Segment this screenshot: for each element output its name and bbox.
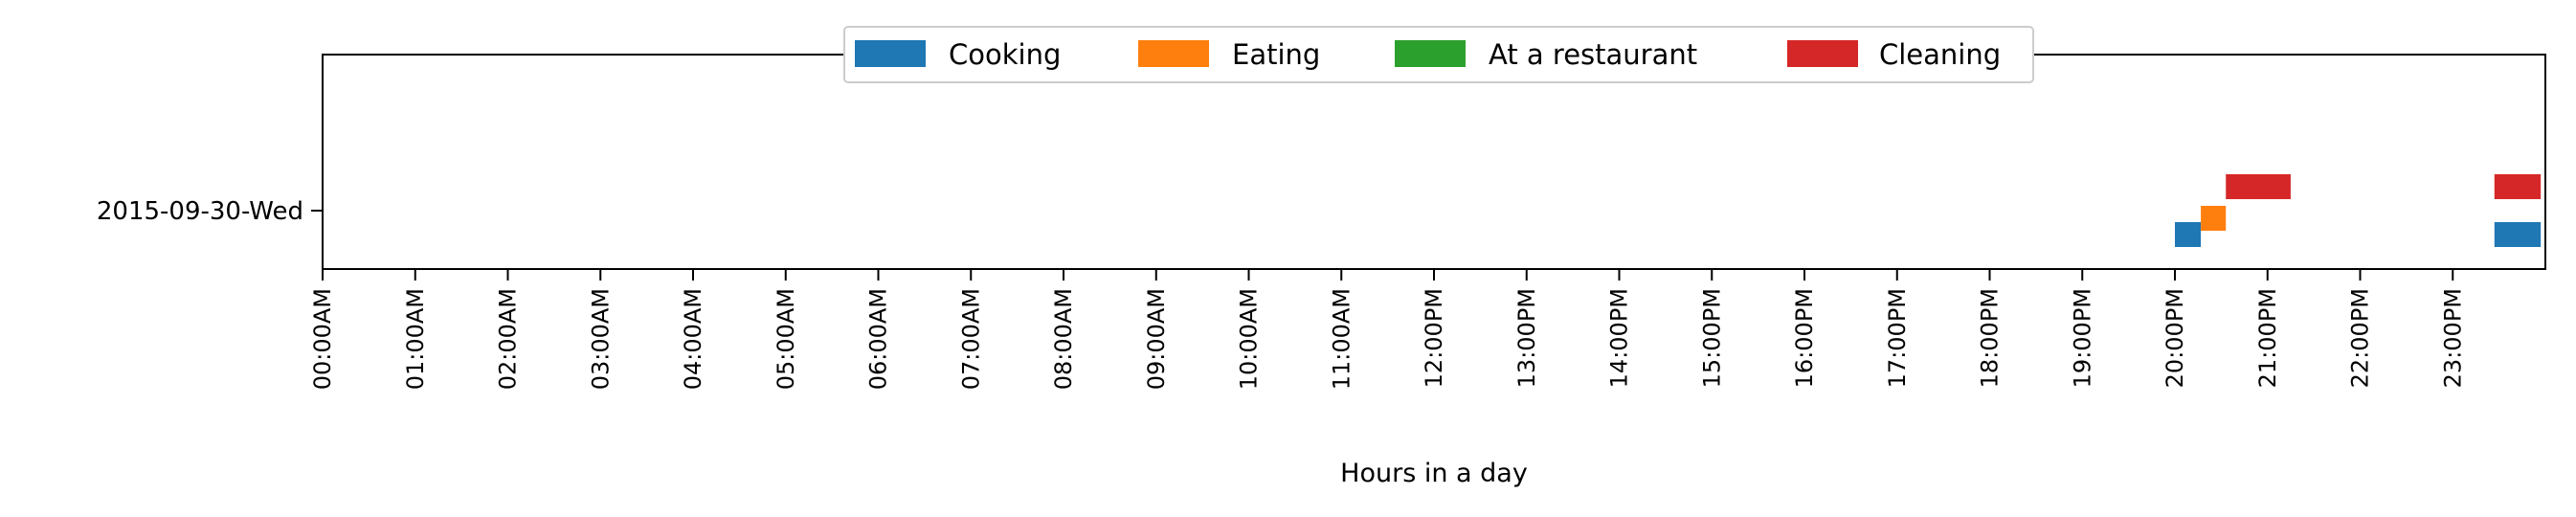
x-tick-label: 09:00AM: [1143, 288, 1170, 390]
x-tick-label: 04:00AM: [680, 288, 706, 390]
legend-label: At a restaurant: [1489, 38, 1697, 71]
legend-label: Eating: [1232, 38, 1320, 71]
x-tick-label: 08:00AM: [1050, 288, 1077, 390]
x-tick-label: 23:00PM: [2439, 288, 2466, 388]
legend: Cooking Eating At a restaurant Cleaning: [843, 26, 2034, 83]
x-tick-label: 03:00AM: [587, 288, 614, 390]
x-tick-label: 10:00AM: [1236, 288, 1263, 390]
x-tick-label: 11:00AM: [1328, 288, 1355, 390]
x-axis-label: Hours in a day: [1340, 459, 1528, 488]
legend-label: Cooking: [949, 38, 1061, 71]
activity-bar-cleaning: [2494, 174, 2542, 199]
legend-swatch: [1787, 40, 1858, 67]
legend-label: Cleaning: [1879, 38, 2001, 71]
activity-bar-eating: [2201, 206, 2227, 231]
x-tick-label: 18:00PM: [1977, 288, 2004, 388]
activity-bar-cleaning: [2226, 174, 2291, 199]
x-tick-label: 05:00AM: [773, 288, 799, 390]
x-tick-label: 07:00AM: [957, 288, 984, 390]
x-tick-label: 15:00PM: [1698, 288, 1725, 388]
x-tick-label: 16:00PM: [1791, 288, 1818, 388]
plot-frame: [322, 54, 2546, 270]
activity-bar-cooking: [2175, 222, 2202, 247]
legend-swatch: [1395, 40, 1466, 67]
y-axis: 2015-09-30-Wed: [97, 197, 323, 226]
x-tick-label: 06:00AM: [865, 288, 892, 390]
x-tick-label: 12:00PM: [1421, 288, 1447, 388]
legend-swatch: [1138, 40, 1209, 67]
y-tick-label: 2015-09-30-Wed: [97, 197, 303, 226]
x-tick-label: 17:00PM: [1884, 288, 1911, 388]
x-tick-label: 02:00AM: [495, 288, 522, 390]
x-tick-label: 01:00AM: [402, 288, 429, 390]
x-tick-label: 20:00PM: [2162, 288, 2188, 388]
x-tick-label: 00:00AM: [309, 288, 336, 390]
bars-layer: [2175, 174, 2542, 247]
x-tick-label: 19:00PM: [2069, 288, 2095, 388]
x-tick-label: 21:00PM: [2254, 288, 2281, 388]
x-tick-label: 13:00PM: [1513, 288, 1540, 388]
x-tick-label: 14:00PM: [1606, 288, 1633, 388]
activity-bar-cooking: [2494, 222, 2542, 247]
legend-swatch: [855, 40, 926, 67]
x-tick-label: 22:00PM: [2347, 288, 2374, 388]
x-axis: 00:00AM 01:00AM 02:00AM 03:00AM 04:00AM 05:00…: [309, 269, 2466, 390]
